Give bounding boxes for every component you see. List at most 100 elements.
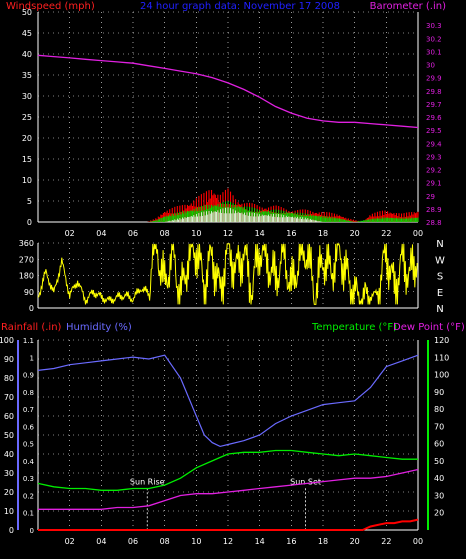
barometer-tick-label: 29.2: [426, 167, 442, 175]
humidity-tick-label: 70: [4, 393, 14, 402]
time-tick-label: 20: [350, 537, 360, 546]
barometer-line: [37, 54, 419, 129]
rainfall-tick-label: 0: [30, 527, 34, 535]
windspeed-tick-label: 25: [22, 113, 32, 122]
windspeed-tick-label: 40: [22, 50, 32, 59]
time-tick-label: 10: [191, 537, 201, 546]
rainfall-tick-label: 0.7: [23, 406, 34, 414]
humidity-tick-label: 20: [4, 488, 14, 497]
barometer-tick-label: 30.3: [426, 22, 442, 30]
time-tick-label: 04: [96, 537, 106, 546]
temperature-tick-label: 100: [434, 371, 449, 380]
temperature-tick-label: 40: [434, 474, 444, 483]
humidity-tick-label: 0: [9, 526, 14, 535]
humidity-tick-label: 90: [4, 355, 14, 364]
barometer-tick-label: 29.5: [426, 127, 442, 135]
rainfall-tick-label: 0.9: [23, 372, 34, 380]
rainfall-tick-label: 0.5: [23, 441, 34, 449]
barometer-tick-label: 28.9: [426, 206, 442, 214]
time-tick-label: 04: [96, 229, 106, 238]
barometer-tick-label: 29.4: [426, 140, 442, 148]
temperature-tick-label: 120: [434, 336, 449, 345]
humidity-line: [37, 354, 419, 448]
time-tick-label: 12: [223, 537, 233, 546]
humidity-tick-label: 50: [4, 431, 14, 440]
wind-direction-line: [37, 242, 418, 305]
time-tick-label: 18: [318, 537, 328, 546]
time-tick-label: 22: [381, 537, 391, 546]
direction-tick-label: 360: [19, 239, 34, 248]
chart-title: 24 hour graph data: November 17 2008: [140, 1, 340, 12]
direction-tick-label: 90: [24, 288, 34, 297]
direction-tick-label: 180: [19, 272, 34, 281]
temperature-tick-label: 110: [434, 353, 449, 362]
barometer-tick-label: 29: [426, 193, 435, 201]
rainfall-tick-label: 1: [30, 354, 34, 362]
barometer-tick-label: 29.6: [426, 114, 442, 122]
time-tick-label: 08: [160, 537, 170, 546]
barometer-tick-label: 29.7: [426, 101, 442, 109]
time-tick-label: 08: [160, 229, 170, 238]
windspeed-tick-label: 30: [22, 92, 32, 101]
time-tick-label: 20: [350, 229, 360, 238]
rainfall-tick-label: 0.6: [23, 423, 35, 431]
sunrise-label: Sun Rise: [130, 477, 165, 486]
rainfall-tick-label: 1.1: [23, 337, 34, 345]
rainfall-tick-label: 0.3: [23, 475, 34, 483]
time-tick-label: 10: [191, 229, 201, 238]
windspeed-tick-label: 5: [27, 197, 32, 206]
windspeed-tick-label: 15: [22, 155, 32, 164]
time-tick-label: 02: [65, 229, 75, 238]
direction-tick-label: 270: [19, 255, 34, 264]
temperature-tick-label: 30: [434, 491, 444, 500]
time-tick-label: 12: [223, 229, 233, 238]
humidity-tick-label: 10: [4, 507, 14, 516]
time-tick-label: 14: [255, 537, 265, 546]
time-tick-label: 14: [255, 229, 265, 238]
temperature-tick-label: 80: [434, 405, 444, 414]
rainfall-tick-label: 0.2: [23, 492, 34, 500]
humidity-tick-label: 30: [4, 469, 14, 478]
compass-label: N: [436, 239, 443, 250]
barometer-tick-label: 29.3: [426, 153, 442, 161]
barometer-tick-label: 30.2: [426, 35, 442, 43]
barometer-tick-label: 30.1: [426, 48, 442, 56]
barometer-tick-label: 30: [426, 62, 435, 70]
temperature-tick-label: 50: [434, 457, 444, 466]
dewpoint-axis-label: Dew Point (°F): [393, 322, 465, 333]
temperature-tick-label: 20: [434, 509, 444, 518]
windspeed-tick-label: 0: [27, 218, 32, 227]
compass-label: S: [437, 272, 443, 283]
humidity-tick-label: 100: [0, 336, 14, 345]
time-tick-label: 16: [286, 229, 296, 238]
rainfall-axis-label: Rainfall (.in): [1, 322, 62, 333]
rainfall-tick-label: 0.8: [23, 389, 34, 397]
windspeed-tick-label: 45: [22, 29, 32, 38]
time-tick-label: 00: [413, 537, 423, 546]
rainfall-tick-label: 0.4: [23, 458, 35, 466]
time-tick-label: 22: [381, 229, 391, 238]
humidity-tick-label: 40: [4, 450, 14, 459]
windspeed-tick-label: 50: [22, 8, 32, 17]
compass-label: E: [437, 288, 443, 299]
temperature-axis-label: Temperature (°F): [311, 322, 397, 333]
humidity-tick-label: 60: [4, 412, 14, 421]
compass-label: N: [436, 304, 443, 315]
barometer-tick-label: 28.8: [426, 219, 442, 227]
windspeed-tick-label: 35: [22, 71, 32, 80]
time-tick-label: 00: [413, 229, 423, 238]
rainfall-line: [38, 518, 419, 531]
barometer-tick-label: 29.8: [426, 88, 442, 96]
compass-label: W: [435, 255, 445, 266]
dewpoint-line: [38, 468, 419, 510]
humidity-tick-label: 80: [4, 374, 14, 383]
windspeed-axis-label: Windspeed (mph): [6, 1, 95, 12]
time-tick-label: 06: [128, 229, 138, 238]
barometer-axis-label: Barometer (.in): [370, 1, 446, 12]
windspeed-tick-label: 20: [22, 134, 32, 143]
barometer-tick-label: 29.9: [426, 75, 442, 83]
temperature-tick-label: 70: [434, 422, 444, 431]
sunset-label: Sun Set: [290, 477, 321, 486]
